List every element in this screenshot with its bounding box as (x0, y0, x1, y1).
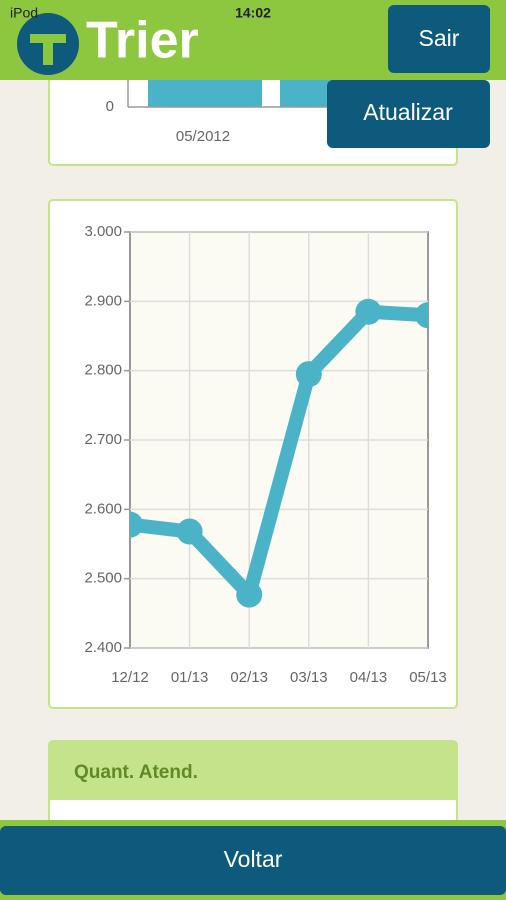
plot-clip (130, 298, 428, 608)
y-tick-label: 2.400 (84, 639, 122, 656)
x-tick-label: 12/12 (111, 669, 149, 686)
y-tick-label: 2.500 (84, 570, 122, 587)
logo-mark (30, 34, 66, 65)
logo-text: Trier (86, 12, 199, 70)
y-tick-label: 0 (106, 98, 114, 115)
button[interactable] (327, 80, 490, 148)
x-tick-label: 05/2012 (176, 128, 230, 145)
y-tick-label: 2.900 (84, 292, 122, 309)
y-tick-label: 2.800 (84, 362, 122, 379)
x-tick-label: 05/13 (409, 669, 447, 686)
data-point (355, 298, 382, 325)
button-label[interactable]: Voltar (224, 846, 283, 872)
clock: 14:02 (235, 5, 271, 21)
button-label[interactable]: Sair (419, 25, 460, 51)
line-chart: 2.400 2.500 2.600 2.700 2.800 2.900 3.000 12/12… (84, 223, 446, 686)
x-tick-label: 03/13 (290, 669, 328, 686)
data-point (176, 518, 203, 545)
atualizar-button[interactable]: Atualizar (327, 80, 490, 148)
data-point (295, 361, 322, 388)
x-tick-label: 01/13 (171, 669, 209, 686)
data-point (415, 302, 428, 329)
carrier: iPod (10, 5, 38, 21)
data-point (236, 581, 263, 608)
y-tick-label: 2.700 (84, 431, 122, 448)
button[interactable] (0, 826, 506, 895)
bar-partial (148, 80, 262, 107)
logo: Trier (17, 12, 199, 75)
x-tick-label: 04/13 (350, 669, 388, 686)
section-header (50, 742, 456, 800)
button[interactable] (388, 5, 490, 73)
y-tick-label: 3.000 (84, 223, 122, 240)
button-label[interactable]: Atualizar (363, 99, 453, 125)
section-card: Quant. Atend. (48, 740, 458, 842)
section-title: Quant. Atend. (74, 762, 198, 783)
sair-button[interactable]: Sair (388, 5, 490, 73)
voltar-button[interactable]: Voltar (0, 826, 506, 895)
y-tick-label: 2.600 (84, 500, 122, 517)
data-point (130, 511, 143, 538)
x-tick-label: 02/13 (230, 669, 268, 686)
